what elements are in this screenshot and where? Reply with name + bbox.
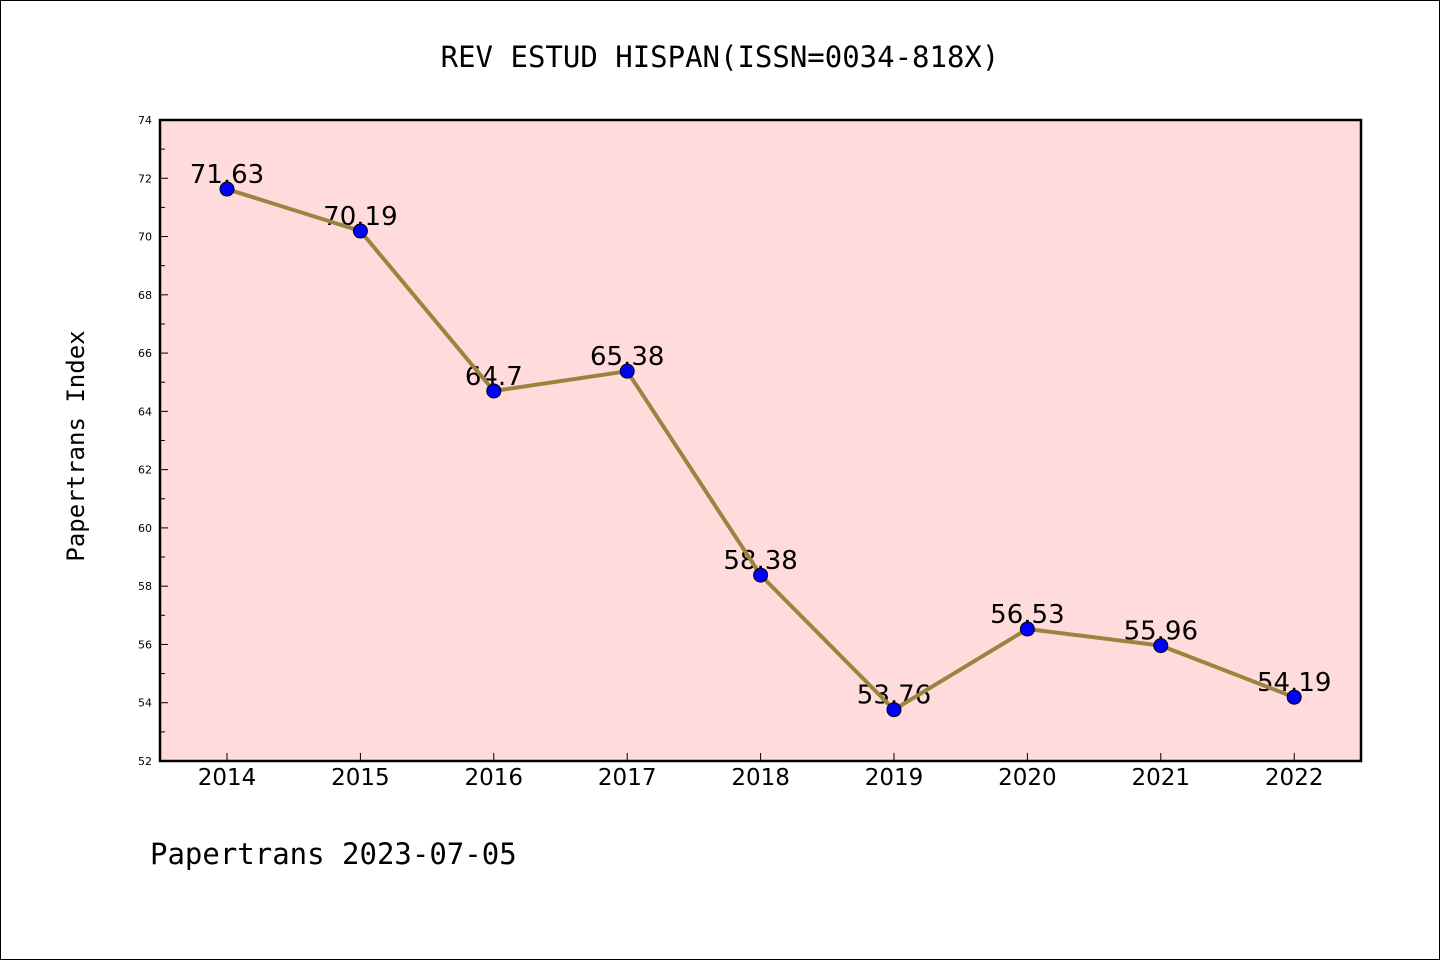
x-tick-label: 2019: [865, 765, 924, 791]
data-point: [619, 363, 635, 379]
y-tick-label: 60: [138, 522, 152, 535]
y-tick-label: 52: [138, 755, 152, 768]
x-tick-label: 2014: [198, 765, 257, 791]
x-tick-label: 2022: [1265, 765, 1324, 791]
data-point: [219, 181, 235, 197]
x-tick-label: 2017: [598, 765, 657, 791]
x-tick-label: 2016: [465, 765, 524, 791]
x-tick-label: 2021: [1132, 765, 1191, 791]
data-point: [1153, 638, 1169, 654]
plot-border: [158, 118, 1363, 763]
y-tick-label: 54: [138, 697, 152, 710]
y-tick-label: 70: [138, 231, 152, 244]
y-axis-label: Papertrans Index: [62, 330, 90, 561]
y-tick-label: 64: [138, 405, 152, 418]
axis-ticks: 52 54 56 58 60 62 64 66 68 70 72 74 2014 2015 2016 2017…: [138, 114, 1323, 791]
data-point: [1286, 689, 1302, 705]
y-tick-label: 74: [138, 114, 152, 127]
x-tick-label: 2018: [731, 765, 790, 791]
y-tick-label: 62: [138, 464, 152, 477]
chart-title: REV ESTUD HISPAN(ISSN=0034-818X): [441, 40, 1000, 74]
data-point: [352, 223, 368, 239]
footer-credit: Papertrans 2023-07-05: [150, 837, 517, 871]
data-point: [753, 567, 769, 583]
y-tick-label: 72: [138, 172, 152, 185]
data-point: [1019, 621, 1035, 637]
y-tick-label: 68: [138, 289, 152, 302]
y-tick-label: 56: [138, 638, 152, 651]
x-tick-label: 2015: [331, 765, 390, 791]
data-point: [486, 383, 502, 399]
x-tick-label: 2020: [998, 765, 1057, 791]
series-layer: [219, 181, 1302, 718]
y-tick-label: 58: [138, 580, 152, 593]
y-tick-label: 66: [138, 347, 152, 360]
data-point: [886, 702, 902, 718]
